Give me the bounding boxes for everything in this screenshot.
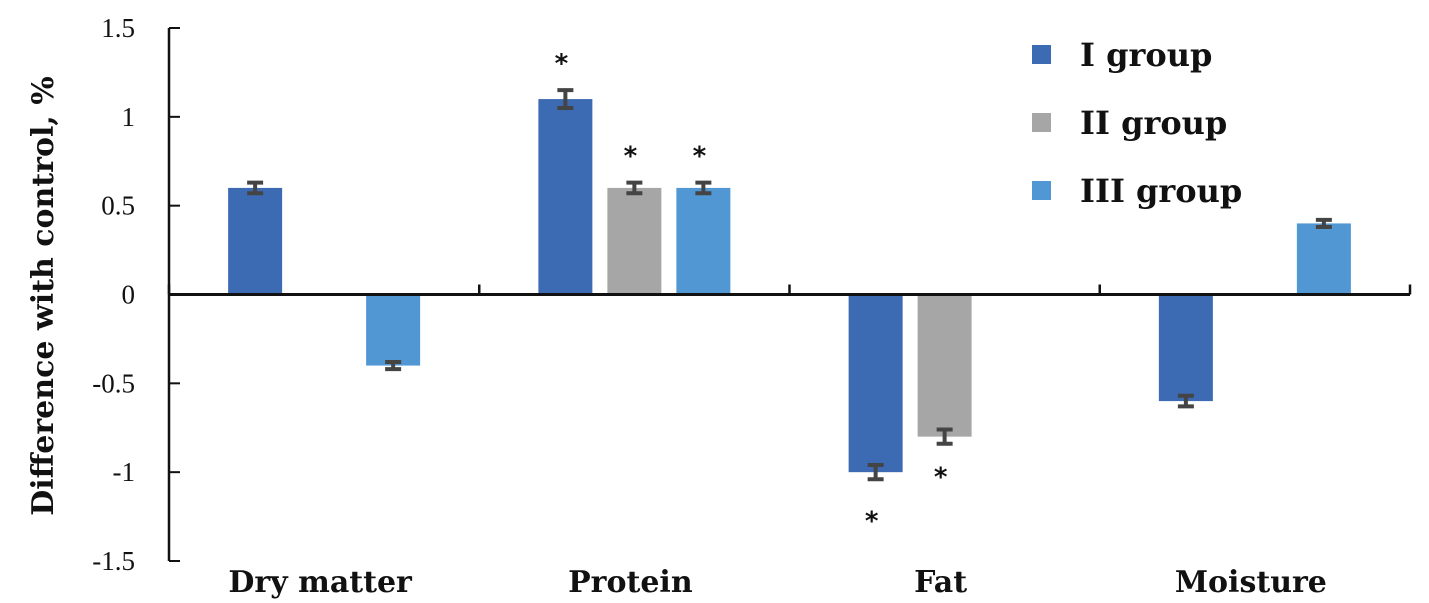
- legend-label: I group: [1080, 36, 1212, 74]
- x-category-label: Protein: [568, 565, 693, 600]
- bar-iii-group-protein: [676, 187, 731, 295]
- legend-swatch: [1032, 113, 1051, 132]
- y-tick-label: -1: [113, 457, 136, 487]
- significance-marker: *: [693, 142, 707, 172]
- bar-i-group-fat: [848, 294, 903, 473]
- error-bar: [1315, 217, 1332, 229]
- bar-ii-group-fat: [917, 294, 972, 437]
- error-bar: [695, 180, 712, 196]
- bar-i-group-dry-matter: [228, 187, 283, 295]
- y-tick-label: 1: [122, 102, 136, 132]
- y-tick-label: -1.5: [92, 546, 135, 576]
- bar-i-group-protein: [538, 99, 593, 295]
- y-tick-label: 1.5: [101, 13, 135, 43]
- bar-i-group-moisture: [1158, 294, 1213, 402]
- significance-marker: *: [624, 142, 638, 172]
- y-tick-label: 0: [122, 280, 136, 310]
- error-bar: [385, 360, 402, 372]
- significance-marker: *: [934, 463, 948, 493]
- legend-label: III group: [1080, 172, 1242, 210]
- y-axis-title: Difference with control, %: [26, 76, 61, 516]
- bar-ii-group-protein: [607, 187, 662, 295]
- y-tick-label: -0.5: [92, 368, 135, 398]
- legend-swatch: [1032, 181, 1051, 200]
- bar-iii-group-moisture: [1296, 223, 1351, 295]
- y-tick-label: 0.5: [101, 191, 135, 221]
- significance-marker: *: [865, 506, 879, 536]
- x-category-label: Moisture: [1175, 565, 1327, 600]
- significance-marker: *: [555, 49, 569, 79]
- error-bar: [936, 427, 953, 446]
- x-category-label: Fat: [914, 565, 967, 600]
- error-bar: [867, 463, 884, 482]
- legend: I group II group III group: [1032, 36, 1242, 210]
- legend-label: II group: [1080, 104, 1227, 142]
- legend-swatch: [1032, 45, 1051, 64]
- error-bar: [1177, 393, 1194, 409]
- error-bar: [557, 88, 574, 110]
- error-bar: [247, 180, 264, 196]
- x-category-label: Dry matter: [228, 565, 413, 600]
- bar-iii-group-dry-matter: [366, 294, 421, 366]
- error-bar: [626, 180, 643, 196]
